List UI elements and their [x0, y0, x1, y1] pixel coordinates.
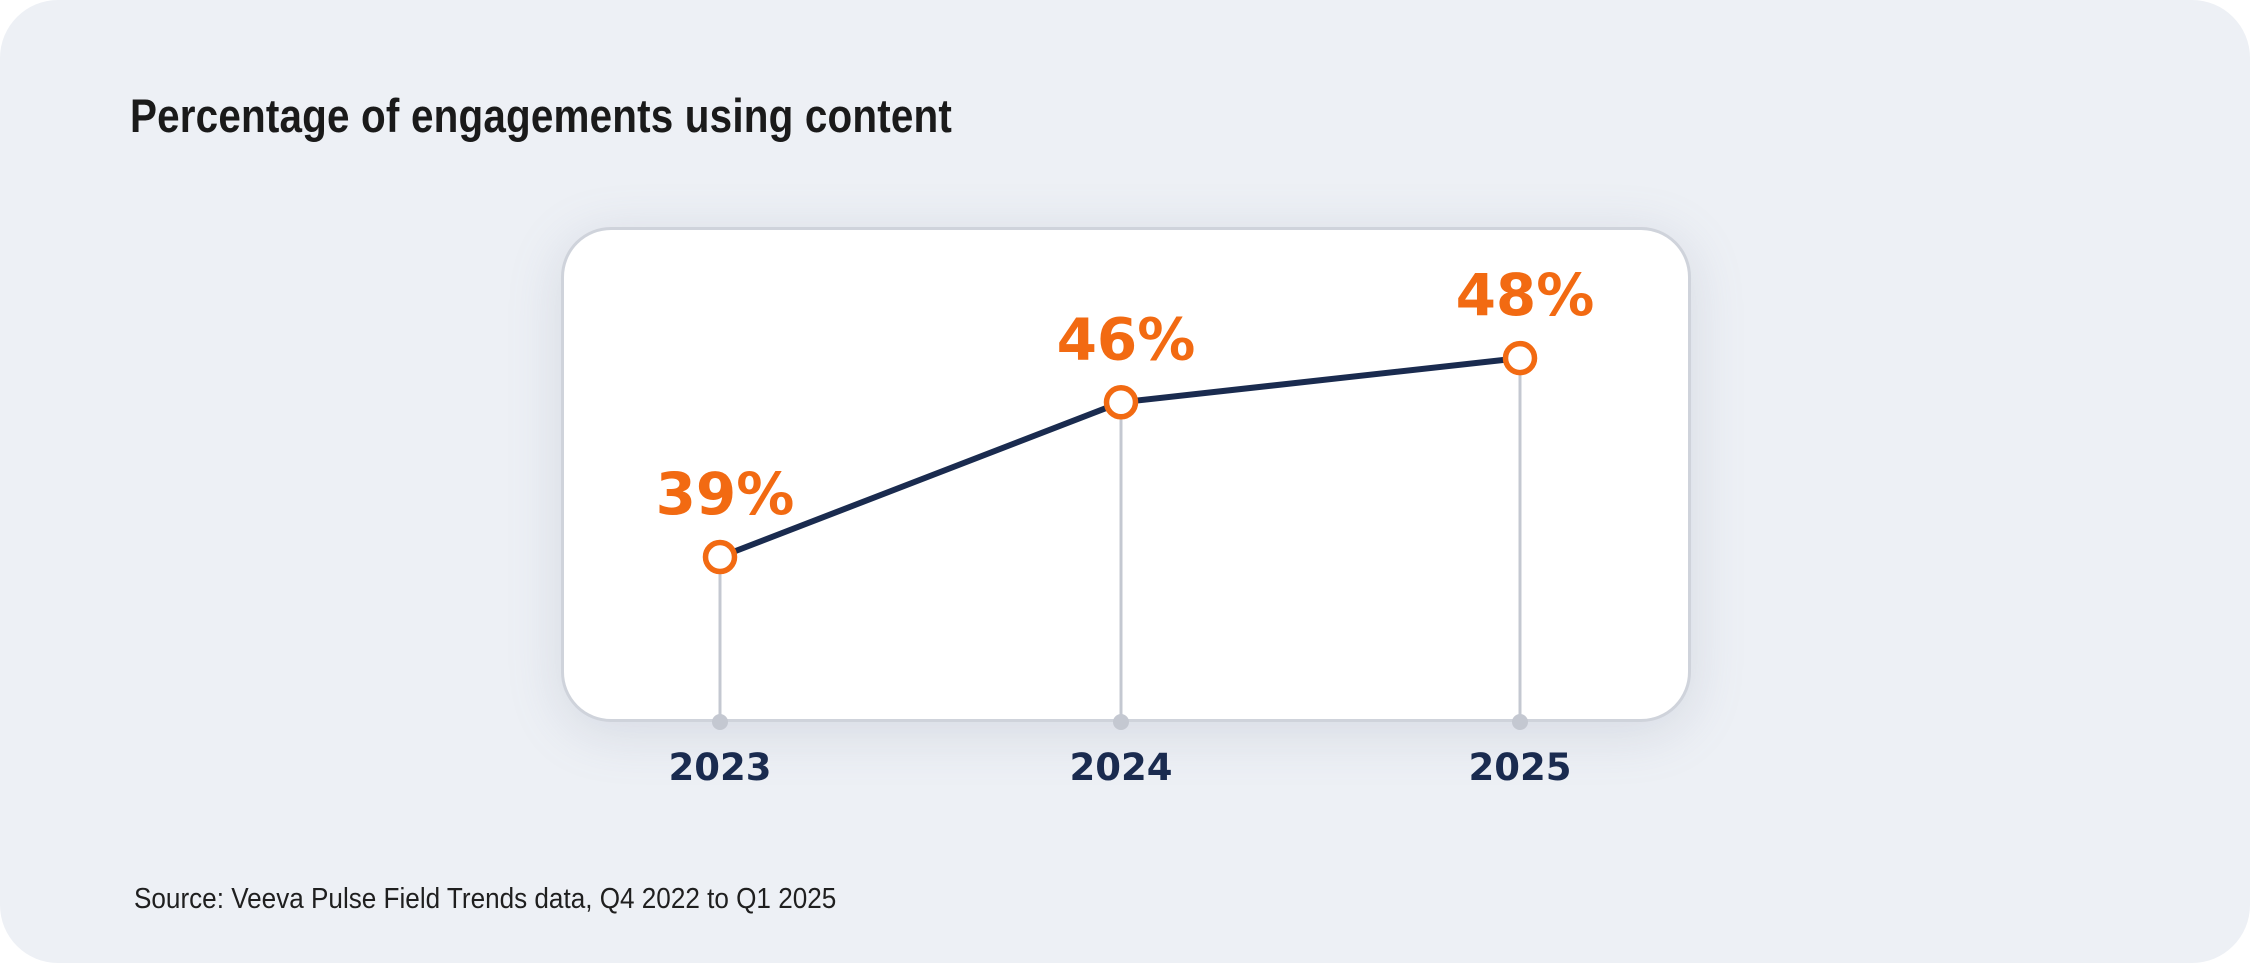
x-tick-label-2025: 2025	[1469, 746, 1572, 789]
baseline-dot-2025	[1512, 714, 1528, 730]
value-label-2024: 46%	[1057, 305, 1196, 373]
baseline-dot-2024	[1113, 714, 1129, 730]
source-note: Source: Veeva Pulse Field Trends data, Q…	[134, 883, 837, 915]
data-point-2025	[1502, 340, 1538, 376]
value-label-2023: 39%	[656, 460, 795, 528]
x-tick-label-2024: 2024	[1070, 746, 1173, 789]
x-tick-label-2023: 2023	[669, 746, 772, 789]
data-point-2024	[1103, 385, 1139, 420]
baseline-dot-2023	[712, 714, 728, 730]
value-label-2025: 48%	[1456, 261, 1595, 329]
data-point-2023	[702, 539, 738, 575]
chart-card	[561, 227, 1691, 722]
chart-title: Percentage of engagements using content	[130, 89, 952, 142]
